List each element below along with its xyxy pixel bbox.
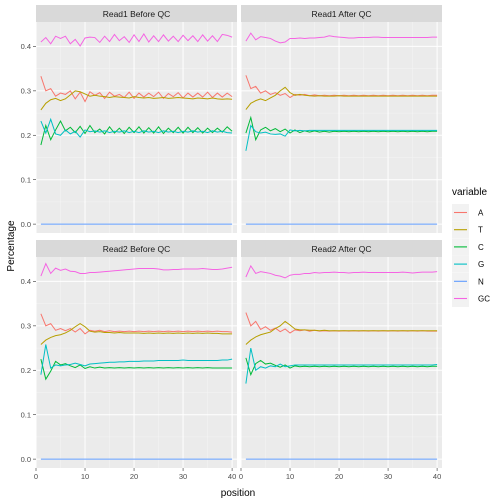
series-line-gc [40, 33, 233, 47]
panel-read1-before-qc: Read1 Before QC 0.0 0.1 0.2 0.3 0.4 [21, 5, 237, 233]
panel-strip [241, 5, 442, 22]
series-line-g [40, 117, 233, 138]
legend-label: T [478, 226, 483, 235]
x-tick-label: 30 [179, 472, 187, 481]
panel-background [241, 22, 442, 233]
panel-strip [241, 240, 442, 257]
x-tick-label: 40 [433, 472, 441, 481]
series-line-gc [245, 32, 438, 44]
x-tick-label: 0 [34, 472, 38, 481]
y-tick-label: 0.1 [21, 175, 31, 184]
legend-item-g: G [452, 255, 484, 273]
x-axis-title: position [221, 488, 255, 499]
series-line-t [245, 320, 438, 345]
series-line-c [40, 359, 233, 381]
x-tick-label: 30 [384, 472, 392, 481]
x-tick-label: 10 [81, 472, 89, 481]
series-line-gc [245, 264, 438, 279]
legend-item-gc: GC [452, 290, 490, 307]
series-line-t [245, 86, 438, 110]
series-line-t [40, 90, 233, 111]
legend-label: N [478, 277, 484, 286]
y-tick-label: 0.0 [21, 220, 31, 229]
panel-title: Read1 After QC [311, 9, 371, 19]
legend-item-n: N [452, 272, 484, 290]
y-tick-label: 0.3 [21, 87, 31, 96]
x-tick-label: 40 [228, 472, 236, 481]
panel-read2-before-qc: Read2 Before QC 0.0 0.1 0.2 0.3 0.4 0 10 20 30 40 [21, 240, 237, 481]
legend-label: A [478, 209, 484, 218]
panel-read1-after-qc: Read1 After QC [240, 5, 442, 233]
y-tick-label: 0.1 [21, 410, 31, 419]
panel-background [241, 257, 442, 468]
series-line-a [40, 313, 233, 335]
legend-title: variable [452, 187, 487, 198]
series-line-g [40, 344, 233, 375]
y-tick-label: 0.3 [21, 322, 31, 331]
legend-item-t: T [452, 221, 483, 239]
series-line-c [245, 115, 438, 142]
y-axis-title: Percentage [6, 220, 17, 272]
legend-item-a: A [452, 204, 484, 221]
panel-read2-after-qc: Read2 After QC 0 10 20 30 40 [239, 240, 442, 481]
panel-strip [36, 5, 237, 22]
panel-background [36, 22, 237, 233]
panel-title: Read2 Before QC [103, 244, 171, 254]
y-tick-label: 0.2 [21, 366, 31, 375]
series-line-a [40, 76, 233, 103]
series-line-c [40, 119, 233, 146]
legend-label: G [478, 260, 484, 269]
y-tick-label: 0.2 [21, 131, 31, 140]
x-tick-label: 20 [335, 472, 343, 481]
x-tick-label: 10 [286, 472, 294, 481]
y-tick-label: 0.0 [21, 455, 31, 464]
panel-title: Read2 After QC [311, 244, 371, 254]
series-line-gc [40, 262, 233, 277]
series-line-c [245, 357, 438, 377]
y-tick-label: 0.4 [21, 42, 31, 51]
panel-strip [36, 240, 237, 257]
panel-grid: Read1 Before QC 0.0 0.1 0.2 0.3 0.4 Read1 Afte… [21, 5, 442, 481]
legend-label: GC [478, 295, 490, 304]
y-tick-label: 0.4 [21, 277, 31, 286]
legend-item-c: C [452, 238, 484, 256]
legend-label: C [478, 243, 484, 252]
series-line-t [40, 323, 233, 345]
panel-background [36, 257, 237, 468]
series-line-g [245, 124, 438, 151]
series-line-g [245, 347, 438, 384]
panel-title: Read1 Before QC [103, 9, 171, 19]
x-tick-label: 20 [130, 472, 138, 481]
x-tick-label: 0 [239, 472, 243, 481]
